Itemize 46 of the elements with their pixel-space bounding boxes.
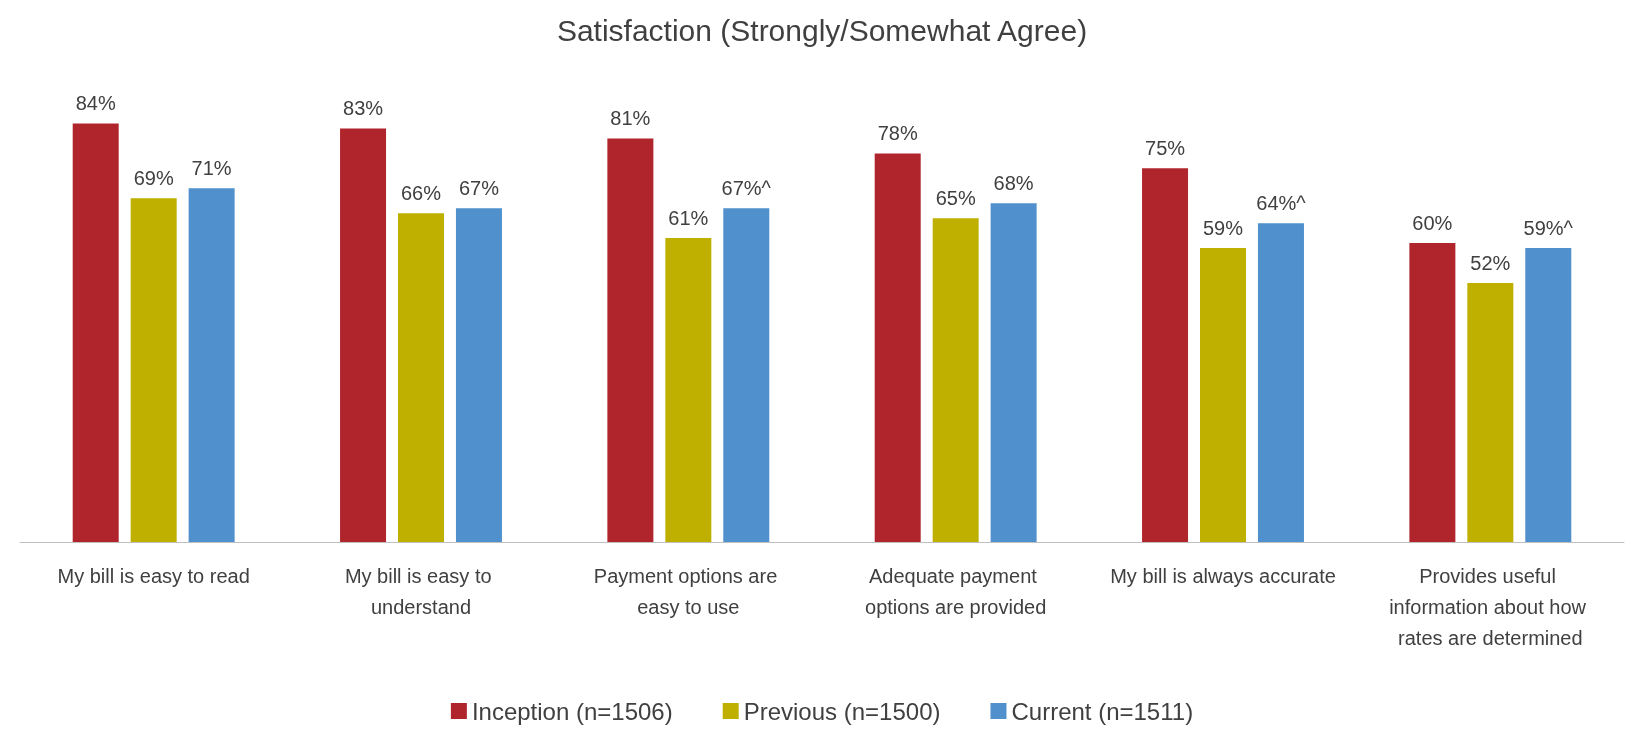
bar bbox=[932, 218, 979, 542]
x-tick-label: Adequate payment options are provided bbox=[865, 564, 1047, 618]
data-label: 69% bbox=[133, 167, 174, 190]
data-label: 83% bbox=[343, 97, 384, 120]
data-label: 59%^ bbox=[1523, 217, 1574, 240]
data-label: 52% bbox=[1470, 251, 1511, 274]
x-tick-label: My bill is easy to understand bbox=[344, 564, 498, 618]
x-tick-label: My bill is easy to read bbox=[57, 564, 250, 587]
data-label: 61% bbox=[668, 207, 709, 230]
data-label: 67%^ bbox=[721, 177, 772, 200]
bar bbox=[130, 198, 177, 542]
bar bbox=[72, 123, 119, 542]
bar bbox=[1200, 248, 1246, 542]
data-label: 60% bbox=[1412, 212, 1453, 235]
bar bbox=[723, 208, 770, 542]
data-label: 84% bbox=[75, 92, 116, 115]
data-label: 78% bbox=[877, 122, 918, 145]
bar bbox=[340, 128, 387, 542]
bar bbox=[1467, 282, 1514, 542]
bar bbox=[455, 208, 502, 542]
data-label: 81% bbox=[610, 107, 651, 130]
bar bbox=[398, 213, 444, 542]
bar bbox=[1142, 168, 1189, 542]
x-tick-label: My bill is always accurate bbox=[1110, 564, 1336, 587]
x-tick-label: Provides useful information about how rates are determined bbox=[1389, 564, 1592, 649]
data-label: 71% bbox=[191, 157, 232, 180]
legend-label: Inception (n=1506) bbox=[471, 697, 673, 725]
legend-label: Previous (n=1500) bbox=[743, 697, 941, 725]
data-label: 67% bbox=[458, 177, 500, 200]
data-label: 65% bbox=[935, 187, 976, 210]
data-label: 68% bbox=[993, 172, 1034, 195]
data-label: 66% bbox=[400, 182, 442, 205]
legend-label: Current (n=1511) bbox=[1011, 697, 1194, 725]
data-label: 75% bbox=[1145, 137, 1186, 160]
bar bbox=[665, 238, 712, 542]
x-tick-label: Payment options are easy to use bbox=[593, 564, 783, 618]
bar bbox=[188, 188, 235, 542]
data-label: 59% bbox=[1202, 217, 1244, 240]
data-label: 64%^ bbox=[1256, 192, 1307, 215]
bar bbox=[874, 153, 921, 542]
bar bbox=[1257, 223, 1304, 542]
bar bbox=[607, 138, 654, 542]
bar bbox=[1409, 243, 1456, 542]
bar bbox=[1525, 248, 1572, 542]
bar bbox=[990, 203, 1037, 542]
chart-title: Satisfaction (Strongly/Somewhat Agree) bbox=[556, 13, 1088, 47]
